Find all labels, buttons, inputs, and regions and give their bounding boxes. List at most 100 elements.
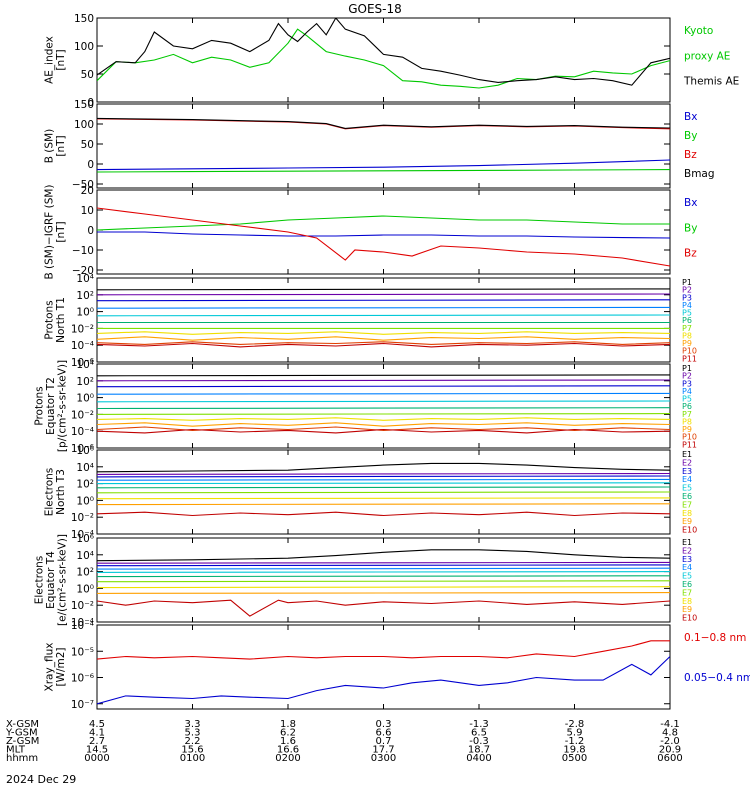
panel-5: 10⁻⁶ 10⁻⁴ 10⁻² 10⁰ 10² 10⁴ Protons Equator T2 [p… xyxy=(34,359,698,455)
y-tick-label: 10⁶ xyxy=(76,445,94,457)
y-axis-label: Protons xyxy=(43,300,55,339)
series-group xyxy=(97,549,670,617)
series-group xyxy=(97,288,670,348)
panel-frame xyxy=(96,277,671,363)
ephemeris-value: -4.1 xyxy=(660,719,680,730)
legend-entry: E10 xyxy=(682,614,697,623)
y-tick-label: 10⁻⁴ xyxy=(71,529,94,541)
series-e9 xyxy=(97,592,670,594)
panel-frame xyxy=(96,363,671,449)
ephemeris-value: 0600 xyxy=(657,753,682,764)
y-tick-label: 50 xyxy=(81,69,94,81)
legend-entry: P1 xyxy=(682,364,692,373)
ephemeris-value: 3.3 xyxy=(185,719,201,730)
series-e7 xyxy=(97,491,670,494)
y-tick-label: 0 xyxy=(87,225,94,237)
series-p11 xyxy=(97,342,670,348)
panel-frame xyxy=(96,537,671,623)
legend-entry: P7 xyxy=(682,410,692,419)
ephemeris-value: 0400 xyxy=(466,753,491,764)
series-bz xyxy=(97,207,670,267)
y-tick-label: −50 xyxy=(72,179,94,191)
ephemeris-value: 0200 xyxy=(275,753,300,764)
ephemeris-value: -2.8 xyxy=(565,719,585,730)
ephemeris-value: 0.7 xyxy=(376,736,392,747)
legend-entry: E6 xyxy=(682,492,692,501)
ephemeris-value: -1.2 xyxy=(565,736,585,747)
panel-8: 10⁻⁷ 10⁻⁶ 10⁻⁵ 10⁻⁴ Xray_flux [W/m2] 0.1−0.8 n… xyxy=(43,620,750,711)
legend-entry: E9 xyxy=(682,605,692,614)
y-tick-label: −10 xyxy=(72,245,94,257)
y-axis-label: AE_index xyxy=(43,36,55,84)
legend-entry: P3 xyxy=(682,293,692,302)
series-bz xyxy=(97,118,670,130)
y-tick-label: 10⁻² xyxy=(71,512,94,524)
legend-entry: Kyoto xyxy=(684,25,713,37)
series-group xyxy=(97,462,670,517)
panel-3: −20 −10 0 10 20 B (SM)−IGRF (SM) [nT] Bx By Bz xyxy=(43,184,697,279)
panel-frame xyxy=(96,189,671,275)
legend-entry: P10 xyxy=(682,433,697,442)
ephemeris-value: -2.0 xyxy=(660,736,680,747)
y-tick-label: 10⁻⁴ xyxy=(71,620,94,632)
y-axis-label: [W/m2] xyxy=(55,647,67,686)
ephemeris-value: 1.6 xyxy=(280,736,296,747)
y-tick-label: 0 xyxy=(87,97,94,109)
ephemeris-value: 5.9 xyxy=(567,728,583,739)
legend-entry: E1 xyxy=(682,450,692,459)
ephemeris-value: 14.5 xyxy=(86,745,108,756)
ephemeris-label: hhmm xyxy=(6,753,38,764)
series-e6 xyxy=(97,486,670,489)
ephemeris-value: 4.1 xyxy=(89,728,105,739)
series-0-05-0-4-nm xyxy=(97,656,670,705)
legend-entry: P6 xyxy=(682,402,692,411)
legend-entry: Bx xyxy=(684,197,697,209)
ephemeris-value: 0300 xyxy=(371,753,396,764)
legend-entry: P11 xyxy=(682,354,697,363)
series-p4 xyxy=(97,392,670,395)
y-tick-label: 10⁻⁴ xyxy=(71,617,94,629)
y-tick-label: 10⁻⁷ xyxy=(71,699,94,711)
y-tick-label: 10² xyxy=(76,567,94,579)
ephemeris-label: MLT xyxy=(6,745,26,756)
series-p2 xyxy=(97,379,670,382)
series-p8 xyxy=(97,331,670,335)
y-tick-label: 10² xyxy=(76,376,94,388)
y-tick-label: 10⁴ xyxy=(76,273,94,285)
series-p9 xyxy=(97,336,670,341)
series-p10 xyxy=(97,426,670,431)
series-group xyxy=(97,374,670,434)
series-p1 xyxy=(97,374,670,377)
legend-entry: E10 xyxy=(682,526,697,535)
series-e2 xyxy=(97,561,670,564)
series-e1 xyxy=(97,549,670,562)
series-p1 xyxy=(97,288,670,291)
ephemeris-value: 16.6 xyxy=(277,745,299,756)
series-p8 xyxy=(97,417,670,421)
series-p3 xyxy=(97,299,670,302)
legend-entry: E8 xyxy=(682,509,692,518)
series-themis-ae xyxy=(97,18,670,86)
series-e1 xyxy=(97,462,670,473)
legend-entry: E2 xyxy=(682,458,692,467)
legend-entry: Themis AE xyxy=(683,76,739,88)
ephemeris-value: 20.9 xyxy=(659,745,681,756)
series-e9 xyxy=(97,503,670,506)
series-p11 xyxy=(97,428,670,434)
series-by xyxy=(97,169,670,173)
series-p5 xyxy=(97,400,670,403)
ephemeris-value: 2.2 xyxy=(185,736,201,747)
ephemeris-value: -1.3 xyxy=(469,719,489,730)
y-axis-label: B (SM)−IGRF (SM) xyxy=(43,184,55,279)
y-tick-label: 10⁻⁶ xyxy=(71,673,94,685)
legend-entry: E5 xyxy=(682,484,692,493)
y-axis-label: Electrons xyxy=(34,556,46,605)
legend-entry: P3 xyxy=(682,379,692,388)
series-group xyxy=(97,207,670,267)
y-axis-label: Equator T2 xyxy=(45,377,57,435)
legend-entry: E3 xyxy=(682,467,692,476)
ephemeris-value: 0.3 xyxy=(376,719,392,730)
y-tick-label: 10⁴ xyxy=(76,550,94,562)
